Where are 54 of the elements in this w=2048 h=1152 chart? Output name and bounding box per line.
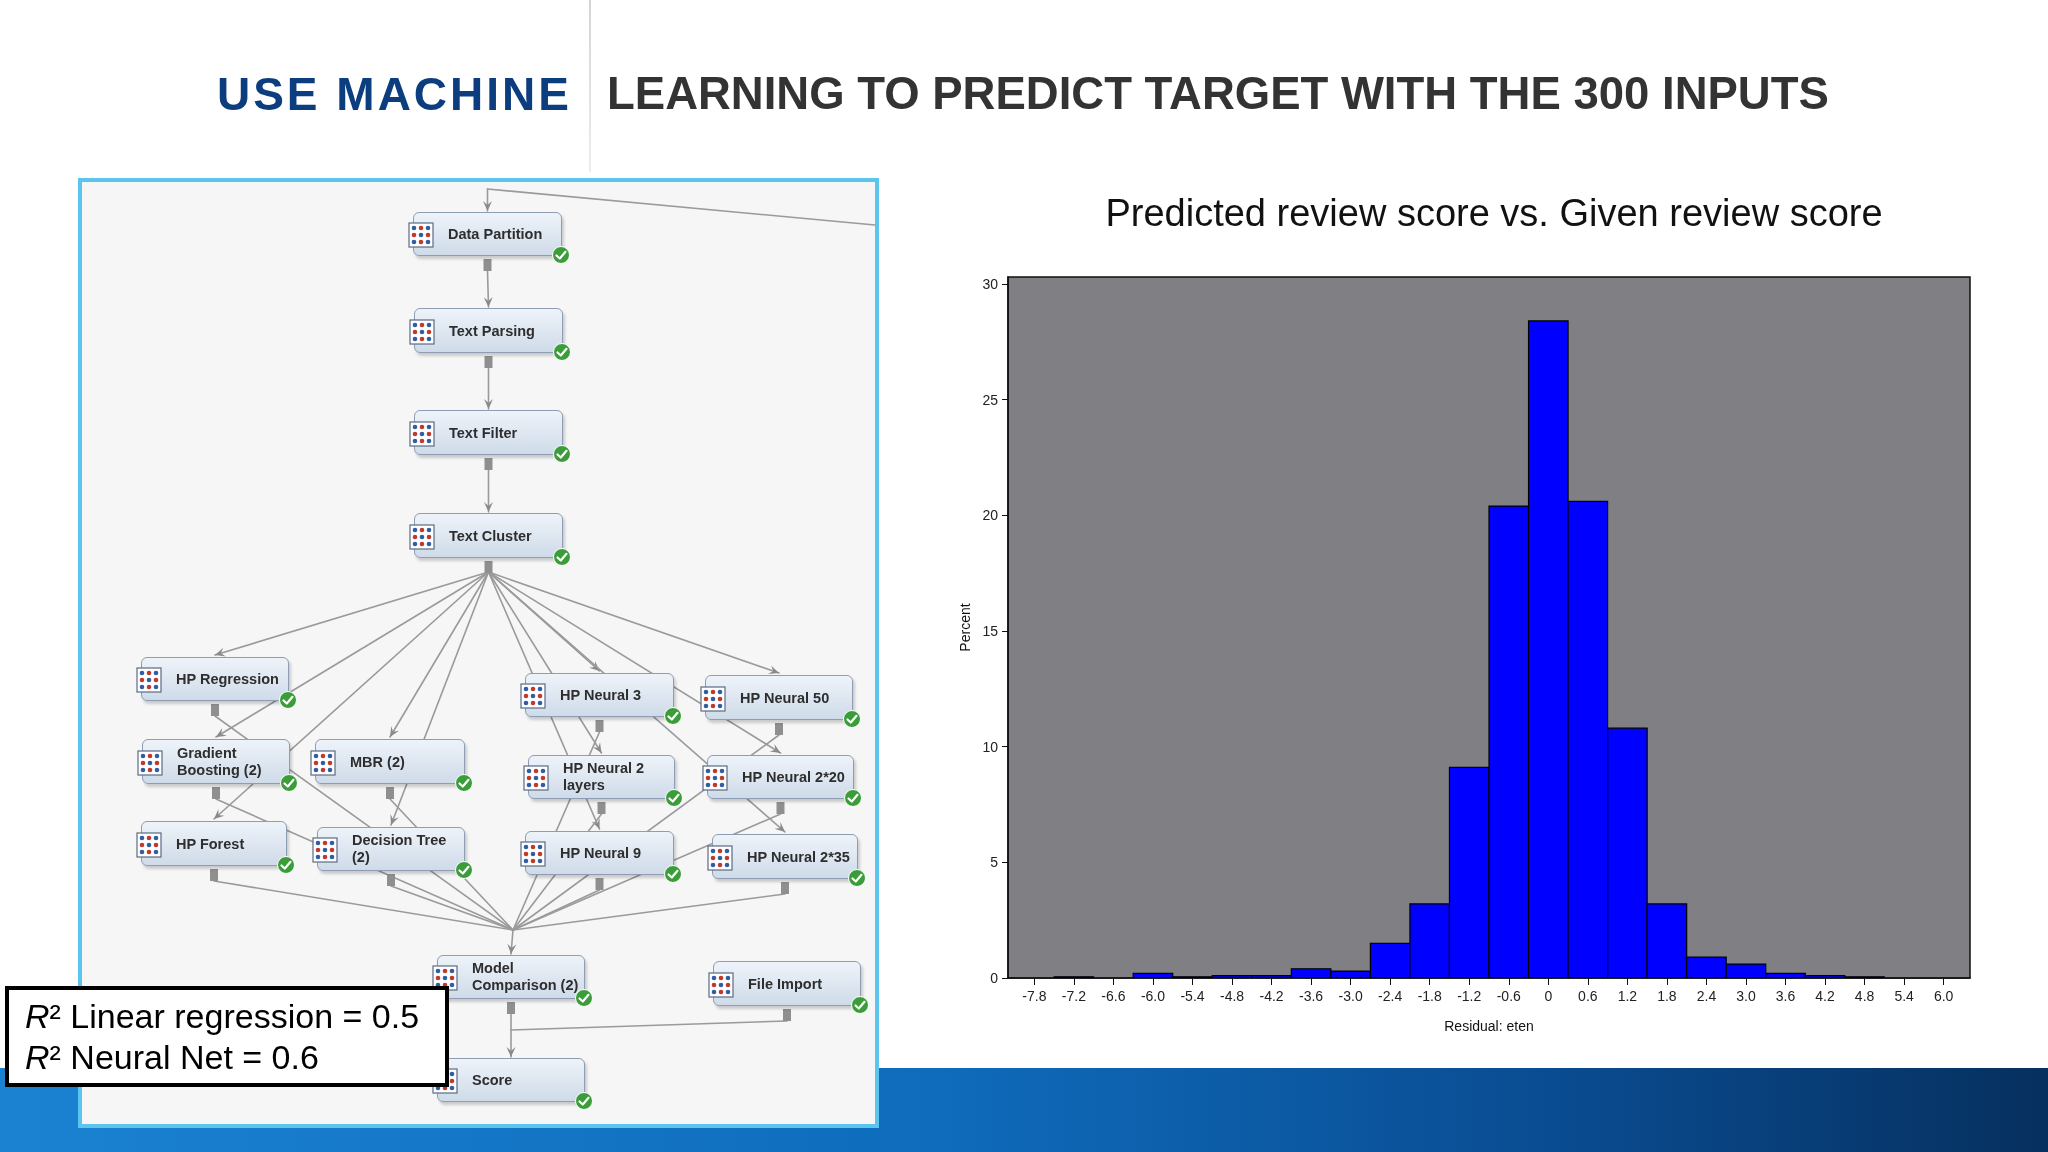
x-tick-label: 1.2 (1617, 988, 1638, 1004)
x-axis-title: Residual: eten (1444, 1018, 1534, 1034)
x-tick-label: 5.4 (1894, 988, 1915, 1004)
y-tick-label: 20 (982, 507, 999, 524)
y-axis-title: Percent (956, 603, 973, 652)
category-label: Score (472, 1071, 514, 1089)
x-tick-label: 6.0 (1933, 988, 1954, 1004)
chart-title: Predicted review score vs. Given review score (1105, 192, 1883, 234)
category-label: HP Neural 50 (740, 689, 831, 706)
x-tick-label: -7.2 (1061, 988, 1087, 1004)
category-label: HP Neural 3 (560, 686, 643, 704)
x-tick-label: 3.6 (1775, 988, 1796, 1004)
x-tick-label: -3.0 (1338, 988, 1363, 1004)
x-tick-label: -1.2 (1457, 988, 1482, 1004)
y-tick-label: 10 (982, 738, 999, 755)
x-tick-label: -1.8 (1417, 988, 1442, 1004)
x-tick-label: -5.4 (1180, 988, 1205, 1004)
x-tick-label: -3.6 (1299, 988, 1324, 1004)
x-tick-label: 2.4 (1696, 988, 1717, 1004)
category-label: HP Neural 2*35 (747, 848, 851, 865)
category-label: HP Forest (176, 835, 246, 852)
x-tick-label: -4.2 (1259, 988, 1284, 1004)
y-tick-label: 25 (982, 391, 999, 408)
y-tick-label: 5 (990, 854, 999, 871)
category-label: Text Parsing (449, 322, 536, 339)
x-tick-label: 4.2 (1815, 988, 1835, 1004)
category-label: File Import (748, 975, 824, 992)
x-tick-label: -6.6 (1101, 988, 1126, 1004)
x-tick-label: -2.4 (1378, 988, 1403, 1004)
x-tick-label: 0.6 (1578, 988, 1598, 1004)
category-label: Model Comparison (2) (472, 960, 580, 994)
x-tick-label: -7.8 (1022, 988, 1047, 1004)
x-tick-label: 3.0 (1736, 988, 1756, 1004)
category-label: Text Filter (449, 424, 519, 441)
category-label: Data Partition (448, 225, 544, 243)
category-label: Text Cluster (449, 527, 533, 544)
y-tick-label: 0 (990, 970, 999, 986)
text: USE MACHINE LEARNING TO PREDICT TARGET WITH THE 300 INPUTS (216, 68, 1829, 120)
category-label: MBR (2) (350, 753, 406, 770)
x-tick-label: 4.8 (1854, 988, 1875, 1004)
category-label: Gradient Boosting (2) (177, 744, 263, 779)
category-label: Decision Tree (2) (352, 832, 448, 866)
category-label: HP Neural 9 (560, 844, 643, 862)
note-box: R² Linear regression = 0.5 R² Neural Net = 0.6 (5, 986, 449, 1087)
y-tick-label: 30 (982, 275, 999, 292)
category-label: HP Neural 2*20 (742, 768, 846, 786)
x-tick-label: 0 (1544, 988, 1553, 1004)
y-tick-label: 15 (982, 622, 999, 639)
x-tick-label: 1.8 (1657, 988, 1677, 1004)
category-label: HP Neural 2 layers (563, 760, 646, 794)
category-label: HP Regression (176, 670, 280, 688)
x-tick-label: -0.6 (1496, 988, 1522, 1004)
x-tick-label: -6.0 (1140, 988, 1166, 1004)
x-tick-label: -4.8 (1219, 988, 1245, 1004)
